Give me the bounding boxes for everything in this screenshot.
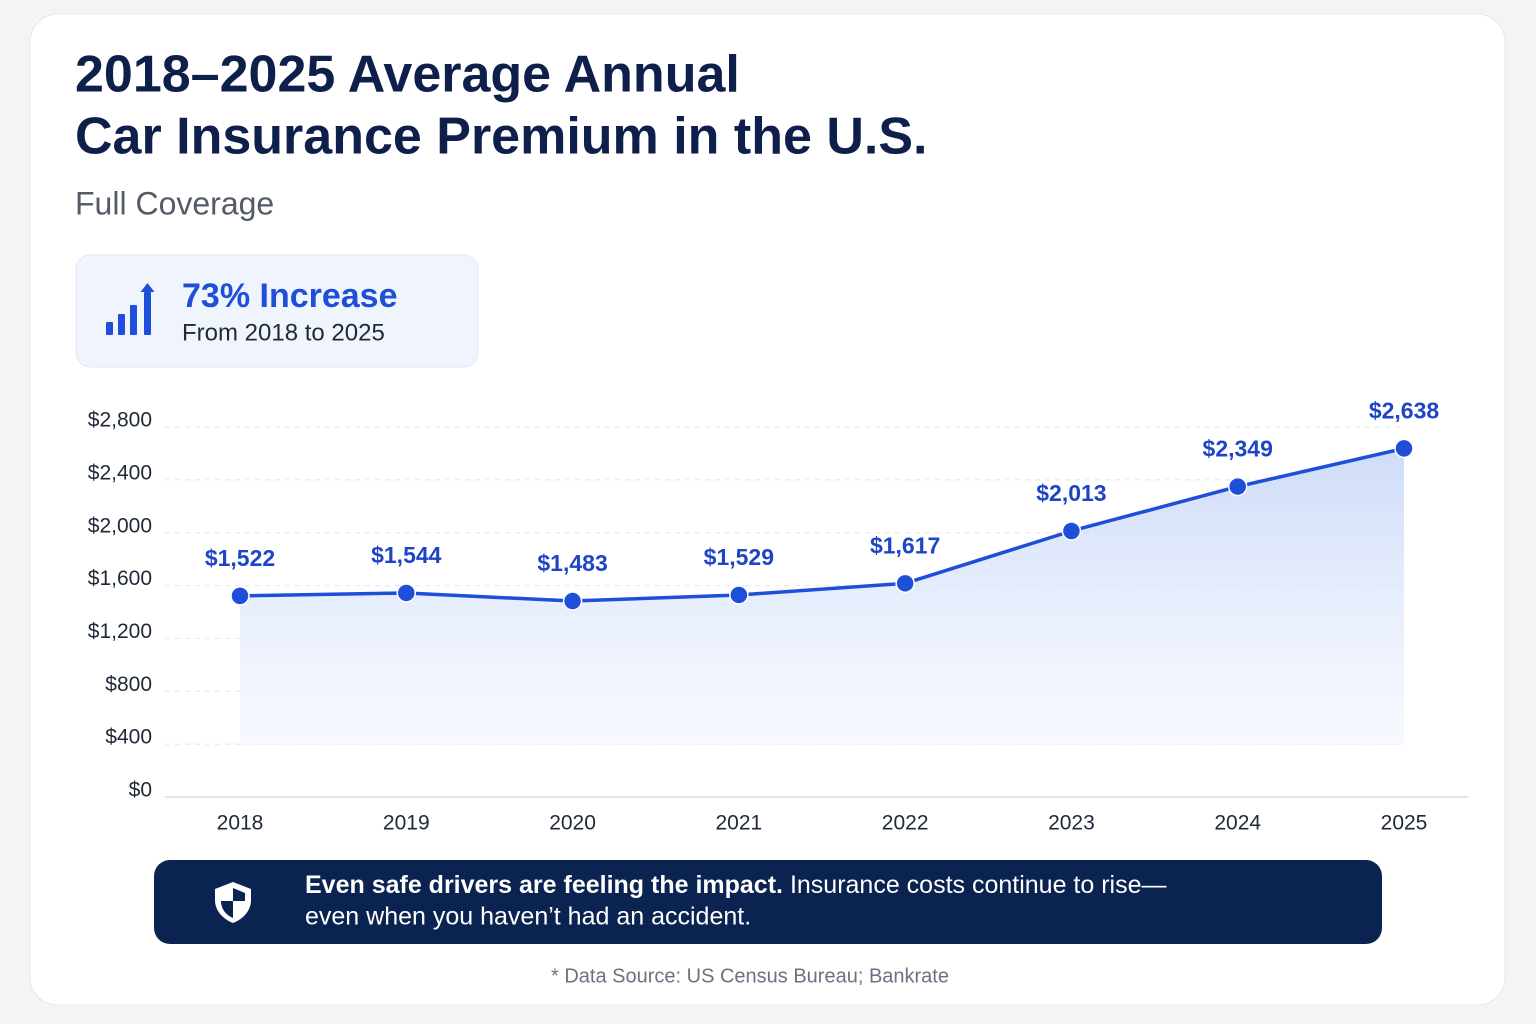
- banner-body: Insurance costs continue to rise—: [790, 871, 1167, 899]
- line: [239, 446, 1405, 603]
- x-tick-label: 2022: [882, 812, 929, 835]
- y-tick-label: $2,000: [88, 514, 152, 537]
- point: [1394, 438, 1414, 459]
- point: [230, 586, 250, 606]
- callout-box: [75, 254, 479, 368]
- chart-subtitle: Full Coverage: [75, 185, 274, 221]
- y-tick-label: $1,600: [88, 567, 152, 590]
- banner: [154, 860, 1382, 944]
- shield-icon: [215, 882, 251, 923]
- value-label: $1,483: [537, 550, 607, 576]
- x-tick-label: 2025: [1381, 812, 1428, 835]
- y-tick-label: $2,800: [88, 409, 152, 432]
- area: [240, 448, 1404, 745]
- banner-bold: Even safe drivers are feeling the impact…: [305, 871, 783, 899]
- point: [729, 585, 749, 605]
- y-tick-label: $400: [105, 726, 152, 749]
- chart-title: 2018–2025 Average Annual: [75, 46, 740, 104]
- point: [895, 573, 915, 594]
- x-tick-label: 2021: [715, 812, 762, 835]
- value-label: $1,529: [704, 544, 774, 570]
- point: [1061, 521, 1082, 541]
- callout-detail: From 2018 to 2025: [182, 319, 385, 346]
- y-tick-label: $800: [105, 673, 152, 696]
- value-label: $1,522: [205, 545, 275, 571]
- x-tick-label: 2023: [1048, 812, 1095, 835]
- banner-text: Even safe drivers are feeling the impact…: [305, 871, 1167, 899]
- value-label: $2,013: [1036, 480, 1106, 506]
- value-label: $2,638: [1369, 397, 1440, 423]
- y-tick-label: $2,400: [88, 461, 152, 484]
- value-label: $2,349: [1203, 436, 1273, 462]
- point: [1227, 476, 1248, 497]
- source-note: * Data Source: US Census Bureau; Bankrat…: [551, 965, 949, 987]
- point: [562, 591, 583, 611]
- banner-text-2: even when you haven’t had an accident.: [305, 903, 751, 931]
- x-tick-label: 2020: [549, 812, 596, 835]
- value-label: $1,617: [870, 532, 940, 558]
- growth-icon: [106, 283, 155, 335]
- x-tick-label: 2018: [217, 812, 264, 835]
- value-label: $1,544: [371, 542, 442, 568]
- point: [396, 583, 417, 603]
- x-tick-label: 2024: [1214, 812, 1261, 835]
- chart-title: Car Insurance Premium in the U.S.: [75, 108, 927, 166]
- x-tick-label: 2019: [383, 812, 430, 835]
- y-tick-label: $0: [129, 779, 152, 802]
- y-tick-label: $1,200: [88, 620, 152, 643]
- callout-headline: 73% Increase: [182, 277, 398, 315]
